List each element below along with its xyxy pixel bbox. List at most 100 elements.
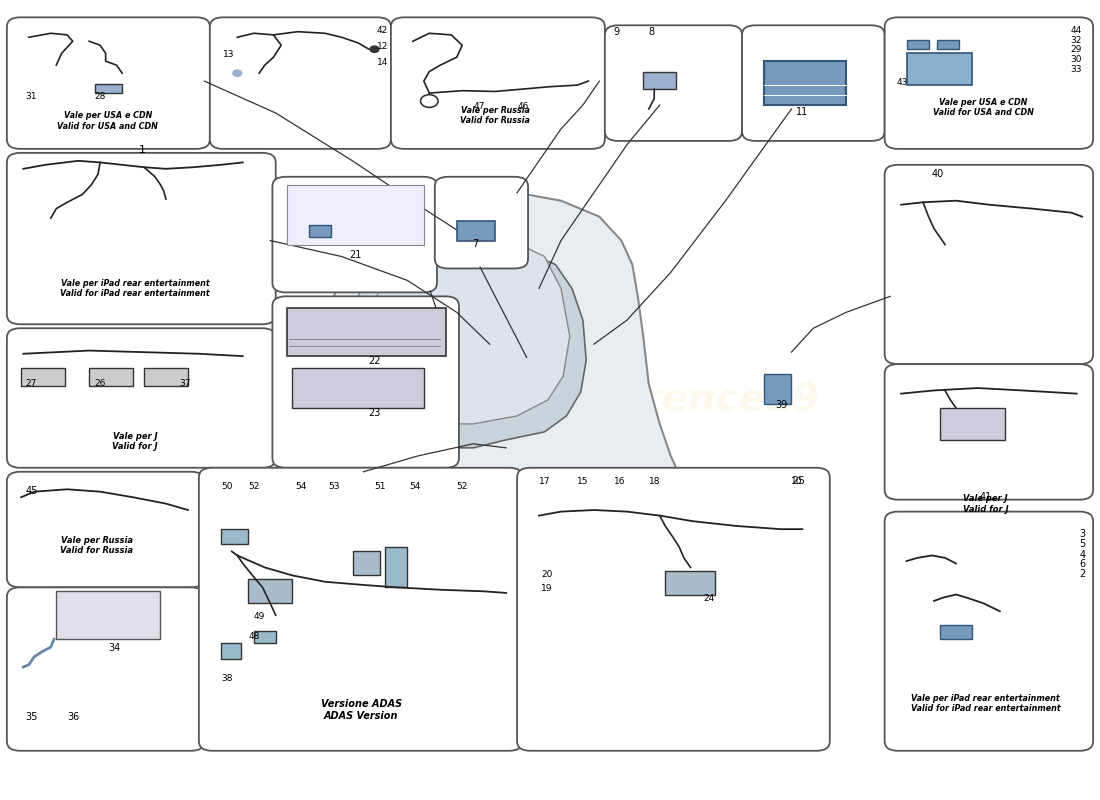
FancyBboxPatch shape — [517, 468, 829, 750]
Text: 37: 37 — [179, 379, 190, 389]
Text: 25: 25 — [791, 476, 805, 486]
FancyBboxPatch shape — [7, 153, 276, 324]
FancyBboxPatch shape — [7, 18, 210, 149]
Bar — [144, 368, 188, 386]
FancyBboxPatch shape — [7, 328, 276, 468]
Bar — [939, 408, 1005, 440]
FancyBboxPatch shape — [7, 587, 205, 750]
Text: 32: 32 — [1070, 36, 1082, 45]
Text: Vale per USA e CDN
Valid for USA and CDN: Vale per USA e CDN Valid for USA and CDN — [933, 98, 1034, 118]
Text: 51: 51 — [374, 482, 386, 491]
Ellipse shape — [328, 534, 399, 584]
Bar — [287, 308, 446, 356]
Text: 7: 7 — [472, 239, 478, 249]
FancyBboxPatch shape — [434, 177, 528, 269]
FancyBboxPatch shape — [273, 177, 437, 292]
Bar — [764, 374, 791, 404]
FancyBboxPatch shape — [884, 18, 1093, 149]
Text: 36: 36 — [67, 713, 79, 722]
Text: 1: 1 — [139, 145, 145, 155]
Text: 45: 45 — [25, 486, 37, 496]
FancyBboxPatch shape — [7, 472, 205, 587]
FancyBboxPatch shape — [273, 296, 459, 468]
Bar — [937, 40, 959, 50]
Text: 50: 50 — [221, 482, 232, 491]
Bar — [666, 571, 715, 595]
Bar — [906, 54, 972, 85]
Ellipse shape — [311, 523, 416, 595]
Text: 28: 28 — [95, 93, 106, 102]
Text: 18: 18 — [649, 477, 660, 486]
Text: 6: 6 — [1079, 559, 1086, 570]
Circle shape — [233, 70, 242, 76]
Ellipse shape — [580, 523, 684, 595]
Text: accessoripartsference19: accessoripartsference19 — [280, 381, 820, 419]
Text: 13: 13 — [223, 50, 234, 59]
Text: 27: 27 — [25, 379, 37, 389]
Bar — [21, 368, 65, 386]
Text: 19: 19 — [541, 584, 552, 594]
Text: 34: 34 — [108, 643, 120, 653]
Bar — [221, 643, 241, 659]
Text: 23: 23 — [368, 408, 381, 418]
Ellipse shape — [596, 534, 668, 584]
Text: 40: 40 — [932, 169, 944, 178]
Text: 17: 17 — [539, 477, 550, 486]
Bar — [644, 71, 676, 89]
Bar — [906, 40, 928, 50]
FancyBboxPatch shape — [884, 512, 1093, 750]
Text: 5: 5 — [1079, 539, 1086, 550]
Bar — [939, 625, 972, 639]
Bar — [385, 547, 407, 587]
Text: 12: 12 — [376, 42, 388, 51]
Text: 20: 20 — [541, 570, 552, 579]
FancyBboxPatch shape — [742, 26, 884, 141]
Bar — [287, 185, 424, 245]
FancyBboxPatch shape — [390, 18, 605, 149]
Text: 54: 54 — [296, 482, 307, 491]
FancyBboxPatch shape — [605, 26, 742, 141]
Text: 44: 44 — [1071, 26, 1082, 35]
Text: 16: 16 — [614, 477, 625, 486]
Bar — [764, 61, 846, 105]
Bar — [254, 631, 276, 643]
Text: Vale per J
Valid for J: Vale per J Valid for J — [112, 432, 158, 451]
Text: 54: 54 — [409, 482, 421, 491]
Text: 21: 21 — [350, 250, 362, 260]
Text: 52: 52 — [249, 482, 260, 491]
Text: Vale per iPad rear entertainment
Valid for iPad rear entertainment: Vale per iPad rear entertainment Valid f… — [60, 279, 210, 298]
Text: 48: 48 — [249, 632, 260, 641]
Bar — [249, 579, 293, 603]
Text: 38: 38 — [221, 674, 232, 682]
FancyBboxPatch shape — [199, 468, 522, 750]
Bar — [456, 221, 495, 241]
Polygon shape — [346, 233, 570, 424]
Text: 15: 15 — [578, 477, 588, 486]
Text: 24: 24 — [704, 594, 715, 603]
Polygon shape — [293, 193, 688, 599]
Bar — [309, 225, 331, 237]
Text: 47: 47 — [473, 102, 485, 111]
Text: 31: 31 — [25, 93, 36, 102]
Text: Vale per USA e CDN
Valid for USA and CDN: Vale per USA e CDN Valid for USA and CDN — [57, 111, 158, 131]
Text: 14: 14 — [376, 58, 388, 67]
Text: 2: 2 — [1079, 569, 1086, 579]
Text: Vale per Russia
Valid for Russia: Vale per Russia Valid for Russia — [460, 106, 530, 126]
Text: 33: 33 — [1070, 65, 1082, 74]
FancyBboxPatch shape — [884, 165, 1093, 364]
Bar — [221, 529, 249, 543]
Text: Vale per J
Valid for J: Vale per J Valid for J — [962, 494, 1009, 514]
Text: 42: 42 — [376, 26, 388, 35]
Text: 30: 30 — [1070, 55, 1082, 64]
Bar — [352, 551, 379, 575]
Circle shape — [370, 46, 378, 53]
Bar — [89, 368, 133, 386]
Text: 8: 8 — [649, 27, 654, 37]
Text: 39: 39 — [774, 400, 788, 410]
Text: accessoripartsference19...: accessoripartsference19... — [295, 454, 629, 474]
Text: 46: 46 — [517, 102, 528, 111]
Text: 11: 11 — [796, 106, 808, 117]
Text: Vale per iPad rear entertainment
Valid for iPad rear entertainment: Vale per iPad rear entertainment Valid f… — [911, 694, 1060, 713]
Text: 22: 22 — [368, 356, 381, 366]
Text: Versione ADAS
ADAS Version: Versione ADAS ADAS Version — [321, 699, 402, 721]
